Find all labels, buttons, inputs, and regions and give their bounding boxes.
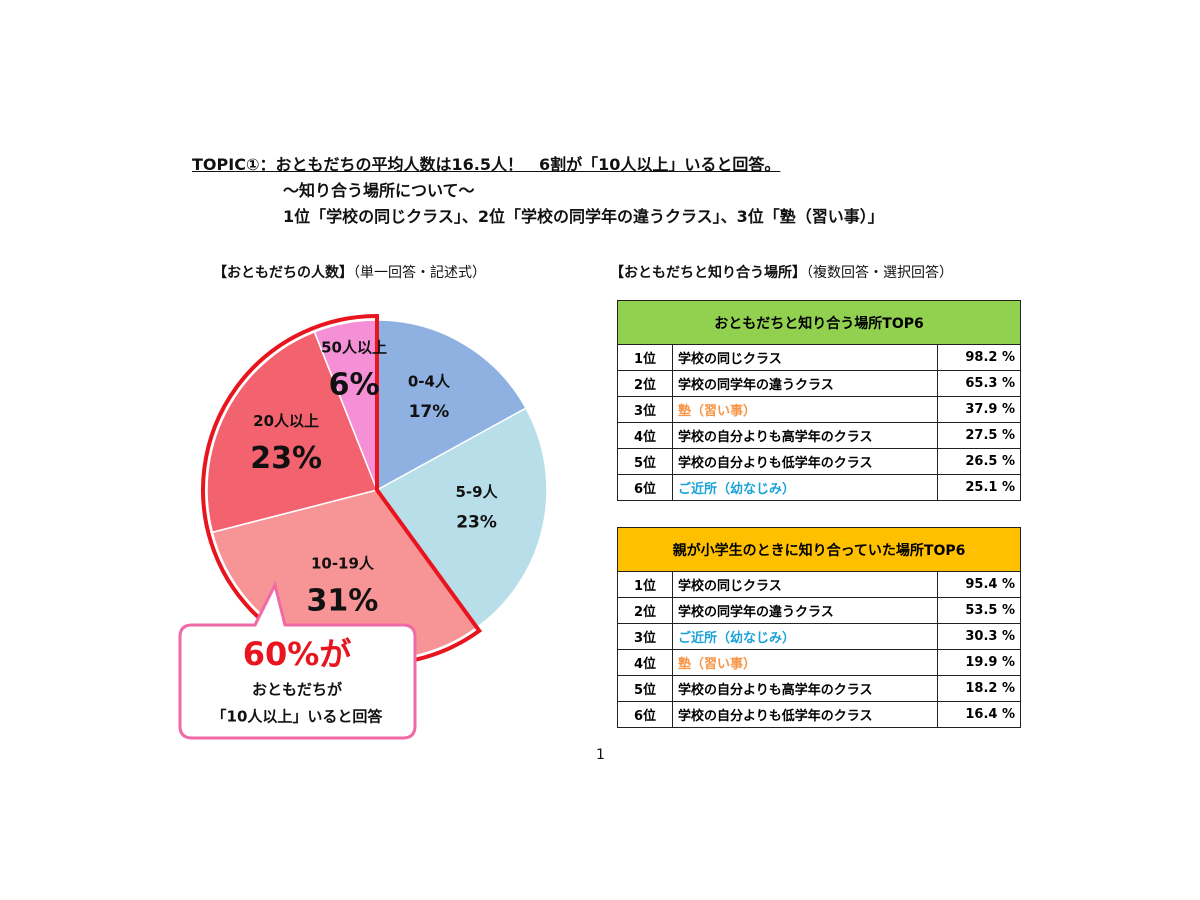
pie-heading: 【おともだちの人数】（単一回答・記述式） — [213, 262, 486, 282]
rank-cell: 3位 — [617, 396, 673, 423]
table-section-title: 【おともだちと知り合う場所】 — [610, 265, 806, 281]
slice-label: 0-4人 — [408, 373, 451, 391]
table-row: 1位 学校の同じクラス 98.2 % — [617, 344, 1021, 371]
callout-box — [178, 580, 417, 740]
header-line: ～知り合う場所について～ — [283, 181, 475, 200]
slice-value-label: 6% — [329, 367, 380, 402]
value-cell: 19.9 % — [937, 649, 1021, 676]
table-row: 1位 学校の同じクラス 95.4 % — [617, 571, 1021, 598]
slice-value-label: 23% — [250, 441, 322, 476]
place-cell: 学校の同学年の違うクラス — [672, 370, 938, 397]
value-cell: 98.2 % — [937, 344, 1021, 371]
table-header-row: おともだちと知り合う場所TOP6 — [617, 300, 1021, 345]
page-number: 1 — [596, 747, 605, 763]
value-cell: 95.4 % — [937, 571, 1021, 598]
place-cell: 学校の同学年の違うクラス — [672, 597, 938, 624]
table-row: 2位 学校の同学年の違うクラス 53.5 % — [617, 597, 1021, 624]
place-cell: 学校の自分よりも低学年のクラス — [672, 701, 938, 728]
place-cell: 塾（習い事） — [672, 396, 938, 423]
ranking-table: おともだちと知り合う場所TOP6 1位 学校の同じクラス 98.2 % 2位 学校の同学年… — [617, 300, 1021, 501]
table-row: 5位 学校の自分よりも高学年のクラス 18.2 % — [617, 675, 1021, 702]
rank-cell: 2位 — [617, 597, 673, 624]
table-row: 5位 学校の自分よりも低学年のクラス 26.5 % — [617, 448, 1021, 475]
pie-slice — [206, 330, 379, 534]
table-header: おともだちと知り合う場所TOP6 — [617, 300, 1021, 345]
slice-value-label: 31% — [307, 583, 379, 618]
place-cell: 学校の自分よりも高学年のクラス — [672, 422, 938, 449]
place-cell: 学校の自分よりも高学年のクラス — [672, 675, 938, 702]
ranking-table: 親が小学生のときに知り合っていた場所TOP6 1位 学校の同じクラス 95.4 % 2位… — [617, 527, 1021, 728]
place-cell: ご近所（幼なじみ） — [672, 474, 938, 501]
rank-cell: 5位 — [617, 448, 673, 475]
rank-cell: 4位 — [617, 649, 673, 676]
table-row: 6位 学校の自分よりも低学年のクラス 16.4 % — [617, 701, 1021, 728]
rank-cell: 6位 — [617, 701, 673, 728]
table-row: 4位 学校の自分よりも高学年のクラス 27.5 % — [617, 422, 1021, 449]
slice-value-label: 17% — [409, 402, 450, 422]
slice-value-label: 23% — [456, 512, 497, 532]
value-cell: 65.3 % — [937, 370, 1021, 397]
callout-text: おともだちが — [252, 681, 343, 699]
value-cell: 16.4 % — [937, 701, 1021, 728]
slice-label: 20人以上 — [253, 412, 319, 430]
value-cell: 26.5 % — [937, 448, 1021, 475]
value-cell: 37.9 % — [937, 396, 1021, 423]
place-cell: 学校の同じクラス — [672, 571, 938, 598]
place-cell: 学校の同じクラス — [672, 344, 938, 371]
value-cell: 25.1 % — [937, 474, 1021, 501]
table-section-subtitle: （複数回答・選択回答） — [806, 265, 953, 281]
slice-label: 5-9人 — [455, 483, 498, 501]
header-title: TOPIC①：おともだちの平均人数は16.5人！ 6割が「10人以上」いると回答… — [192, 155, 781, 174]
rank-cell: 5位 — [617, 675, 673, 702]
table-header-row: 親が小学生のときに知り合っていた場所TOP6 — [617, 527, 1021, 572]
place-cell: 塾（習い事） — [672, 649, 938, 676]
rank-cell: 4位 — [617, 422, 673, 449]
rank-cell: 2位 — [617, 370, 673, 397]
table-row: 3位 ご近所（幼なじみ） 30.3 % — [617, 623, 1021, 650]
callout-text: 「10人以上」いると回答 — [212, 708, 384, 726]
header-line: 1位「学校の同じクラス」、2位「学校の同学年の違うクラス」、3位「塾（習い事）」 — [283, 207, 884, 226]
value-cell: 30.3 % — [937, 623, 1021, 650]
table-row: 3位 塾（習い事） 37.9 % — [617, 396, 1021, 423]
pie-slice — [376, 319, 527, 492]
pie-title: 【おともだちの人数】 — [213, 265, 353, 281]
slice-label: 50人以上 — [321, 338, 387, 356]
table-heading: 【おともだちと知り合う場所】（複数回答・選択回答） — [610, 262, 953, 282]
pie-subtitle: （単一回答・記述式） — [353, 265, 486, 281]
rank-cell: 1位 — [617, 571, 673, 598]
callout-headline: 60%が — [243, 635, 352, 673]
table-header: 親が小学生のときに知り合っていた場所TOP6 — [617, 527, 1021, 572]
rank-cell: 1位 — [617, 344, 673, 371]
rank-cell: 6位 — [617, 474, 673, 501]
value-cell: 18.2 % — [937, 675, 1021, 702]
table-row: 6位 ご近所（幼なじみ） 25.1 % — [617, 474, 1021, 501]
value-cell: 53.5 % — [937, 597, 1021, 624]
table-row: 2位 学校の同学年の違うクラス 65.3 % — [617, 370, 1021, 397]
place-cell: ご近所（幼なじみ） — [672, 623, 938, 650]
pie-slice — [375, 407, 548, 629]
rank-cell: 3位 — [617, 623, 673, 650]
table-row: 4位 塾（習い事） 19.9 % — [617, 649, 1021, 676]
value-cell: 27.5 % — [937, 422, 1021, 449]
slice-label: 10-19人 — [311, 554, 375, 572]
place-cell: 学校の自分よりも低学年のクラス — [672, 448, 938, 475]
pie-chart: 0-4人 17% 5-9人 23% 10-19人 31% 20人以上 23% 50人以上 6% 60… — [178, 313, 548, 740]
